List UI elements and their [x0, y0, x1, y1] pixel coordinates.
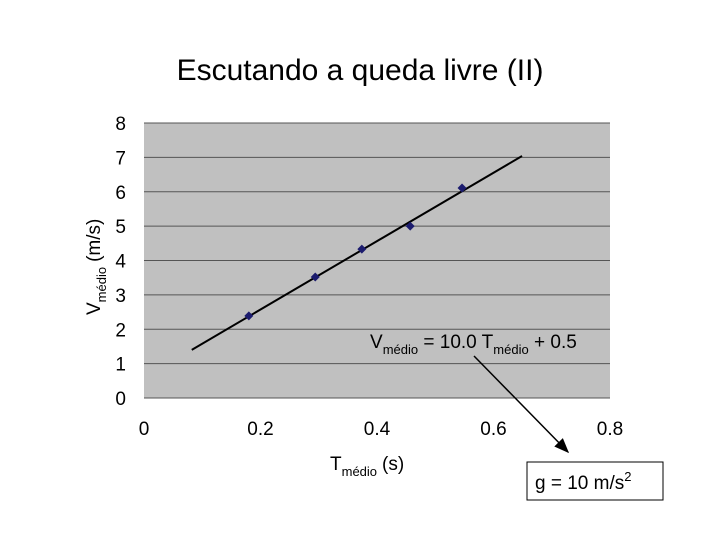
equation: Vmédio = 10.0 Tmédio + 0.5 — [370, 332, 577, 357]
x-tick-label: 0.6 — [480, 419, 506, 440]
y-tick-label: 1 — [115, 355, 126, 376]
data-point — [405, 221, 415, 231]
y-tick-label: 0 — [115, 389, 126, 410]
data-point — [244, 311, 254, 321]
x-tick-label: 0.4 — [364, 419, 391, 440]
y-axis-label: Vmédio(m/s) — [84, 219, 109, 315]
y-tick-label: 4 — [115, 252, 126, 273]
x-axis-label: Tmédio (s) — [330, 454, 404, 479]
x-tick-label: 0.2 — [247, 419, 273, 440]
chart-title: Escutando a queda livre (II) — [177, 54, 544, 87]
y-tick-label: 3 — [115, 286, 126, 307]
y-tick-label: 6 — [115, 183, 126, 204]
arrow — [473, 355, 570, 454]
x-tick-label: 0 — [139, 419, 150, 440]
data-point — [310, 272, 320, 282]
y-tick-label: 2 — [115, 320, 126, 341]
result: g = 10 m/s2 — [535, 469, 631, 494]
data-point — [457, 183, 467, 193]
result-box — [526, 461, 664, 501]
y-tick-label: 7 — [115, 148, 126, 169]
y-tick-label: 5 — [115, 217, 126, 238]
x-tick-label: 0.8 — [597, 419, 623, 440]
y-tick-label: 8 — [115, 114, 126, 135]
data-point — [357, 244, 367, 254]
